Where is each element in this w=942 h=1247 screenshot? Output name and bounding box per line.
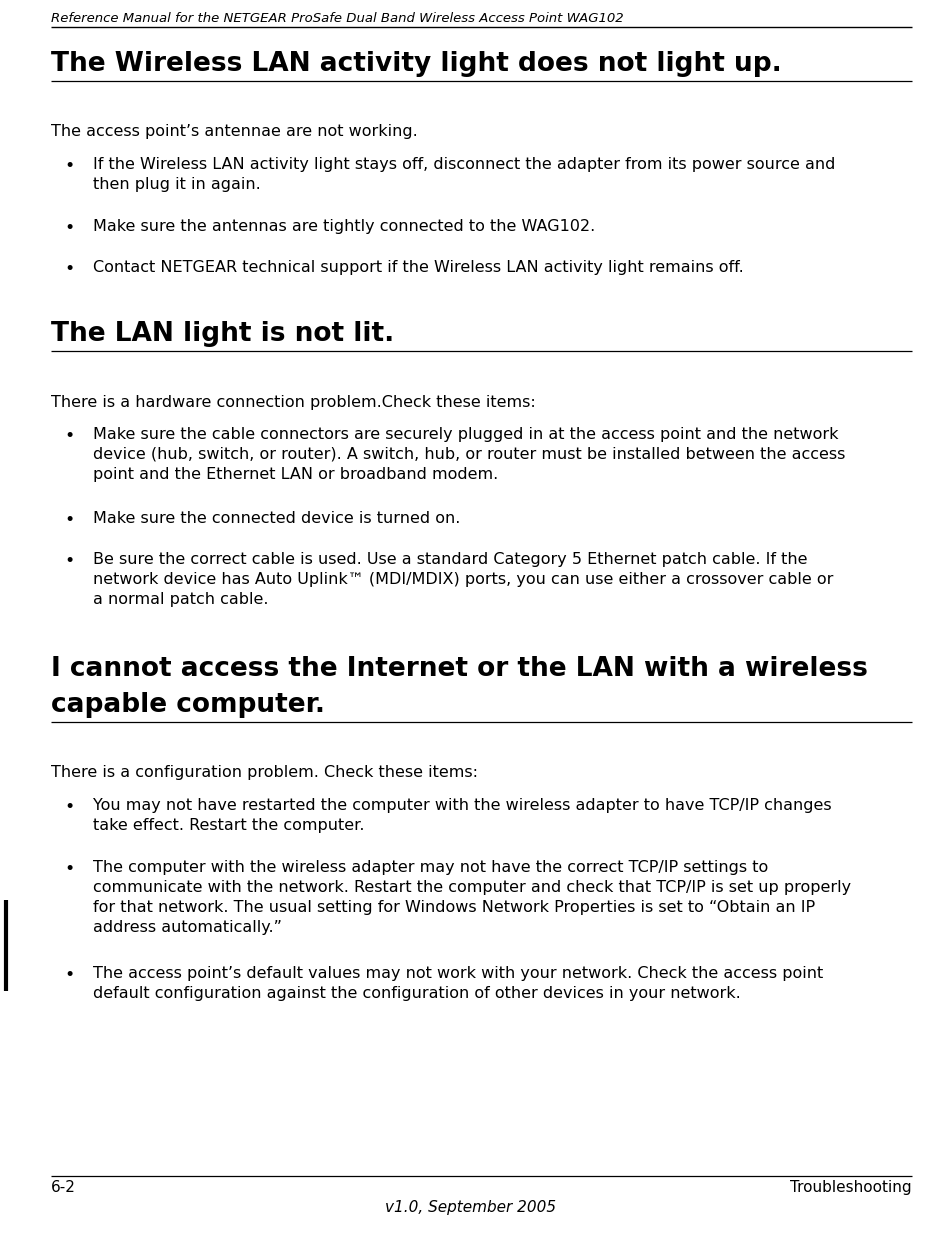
Text: Contact NETGEAR technical support if the Wireless LAN activity light remains off: Contact NETGEAR technical support if the… <box>92 261 743 276</box>
Text: capable computer.: capable computer. <box>51 692 325 717</box>
Text: •: • <box>65 261 75 278</box>
Text: •: • <box>65 219 75 237</box>
Text: •: • <box>65 157 75 175</box>
Text: •: • <box>65 798 75 816</box>
Text: v1.0, September 2005: v1.0, September 2005 <box>385 1200 557 1215</box>
Text: Reference Manual for the NETGEAR ProSafe Dual Band Wireless Access Point WAG102: Reference Manual for the NETGEAR ProSafe… <box>51 12 624 25</box>
Text: I cannot access the Internet or the LAN with a wireless: I cannot access the Internet or the LAN … <box>51 656 868 682</box>
Text: The Wireless LAN activity light does not light up.: The Wireless LAN activity light does not… <box>51 51 782 76</box>
Text: Make sure the antennas are tightly connected to the WAG102.: Make sure the antennas are tightly conne… <box>92 219 594 234</box>
Text: The access point’s antennae are not working.: The access point’s antennae are not work… <box>51 125 417 140</box>
Text: If the Wireless LAN activity light stays off, disconnect the adapter from its po: If the Wireless LAN activity light stays… <box>92 157 835 192</box>
Text: Make sure the cable connectors are securely plugged in at the access point and t: Make sure the cable connectors are secur… <box>92 428 845 481</box>
Text: •: • <box>65 552 75 570</box>
Text: •: • <box>65 966 75 984</box>
Text: 6-2: 6-2 <box>51 1181 75 1196</box>
Text: •: • <box>65 860 75 878</box>
Text: Make sure the connected device is turned on.: Make sure the connected device is turned… <box>92 511 460 526</box>
Text: •: • <box>65 428 75 445</box>
Text: You may not have restarted the computer with the wireless adapter to have TCP/IP: You may not have restarted the computer … <box>92 798 831 833</box>
Text: The LAN light is not lit.: The LAN light is not lit. <box>51 320 394 347</box>
Text: The access point’s default values may not work with your network. Check the acce: The access point’s default values may no… <box>92 966 822 1001</box>
Text: There is a hardware connection problem.Check these items:: There is a hardware connection problem.C… <box>51 394 536 409</box>
Text: •: • <box>65 511 75 529</box>
Text: Troubleshooting: Troubleshooting <box>790 1181 912 1196</box>
Text: Be sure the correct cable is used. Use a standard Category 5 Ethernet patch cabl: Be sure the correct cable is used. Use a… <box>92 552 833 607</box>
Text: The computer with the wireless adapter may not have the correct TCP/IP settings : The computer with the wireless adapter m… <box>92 860 851 935</box>
Text: There is a configuration problem. Check these items:: There is a configuration problem. Check … <box>51 766 478 781</box>
